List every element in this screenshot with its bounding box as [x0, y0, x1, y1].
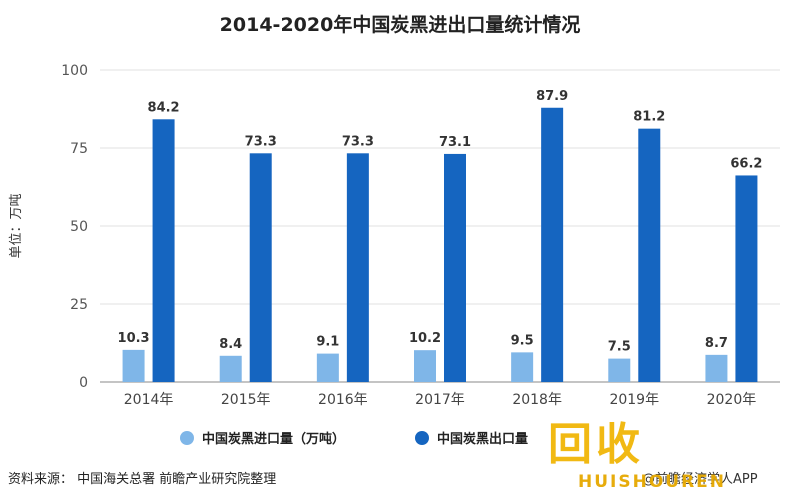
data-label: 8.4	[219, 337, 242, 352]
watermark-text: HUISHOUREN	[578, 472, 727, 492]
legend-item-export[interactable]: 中国炭黑出口量	[415, 428, 528, 447]
bar-import	[122, 349, 145, 382]
data-label: 87.9	[536, 89, 568, 104]
bar-export	[638, 128, 661, 382]
bar-import	[316, 353, 339, 382]
data-label: 73.1	[439, 135, 471, 150]
y-tick-label: 75	[70, 141, 88, 157]
bar-export	[541, 107, 564, 382]
y-tick-label: 50	[70, 219, 88, 235]
data-source-note: 资料来源： 中国海关总署 前瞻产业研究院整理	[8, 472, 277, 487]
data-label: 10.2	[409, 331, 441, 346]
x-tick-label: 2019年	[609, 392, 659, 408]
y-tick-label: 100	[61, 63, 88, 79]
y-axis-label: 单位：万吨	[9, 193, 24, 258]
bar-chart: 0 25 50 75 100 单位：万吨 10.3 84.2 2014年 8.4 73.3 2015年…	[9, 63, 780, 408]
x-tick-label: 2020年	[707, 392, 757, 408]
y-tick-label: 0	[79, 375, 88, 391]
bar-import	[511, 352, 534, 382]
x-tick-label: 2014年	[124, 392, 174, 408]
data-label: 66.2	[730, 156, 762, 171]
x-tick-label: 2017年	[415, 392, 465, 408]
legend-item-import[interactable]: 中国炭黑进口量（万吨）	[180, 428, 345, 447]
data-label: 9.5	[511, 333, 534, 348]
data-label: 7.5	[608, 340, 631, 355]
x-tick-label: 2015年	[221, 392, 271, 408]
credit-text: @前瞻经济学人APP	[642, 472, 758, 487]
bar-export	[249, 153, 272, 382]
chart-legend: 中国炭黑进口量（万吨） 中国炭黑出口量	[180, 428, 528, 447]
bar-import	[219, 355, 242, 382]
data-label: 73.3	[245, 134, 277, 149]
x-tick-label: 2018年	[512, 392, 562, 408]
bar-export	[444, 153, 466, 382]
bar-import	[414, 350, 436, 382]
data-label: 8.7	[705, 336, 728, 351]
data-label: 73.3	[342, 134, 374, 149]
legend-label-import: 中国炭黑进口量（万吨）	[202, 432, 346, 447]
bar-export	[346, 153, 369, 382]
bar-import	[608, 358, 631, 382]
legend-swatch-import	[180, 430, 194, 445]
data-label: 81.2	[633, 110, 665, 125]
y-tick-label: 25	[70, 297, 88, 313]
legend-swatch-export	[415, 430, 430, 445]
x-tick-label: 2016年	[318, 392, 368, 408]
bar-export	[152, 119, 175, 383]
watermark-logo: 回收	[548, 419, 644, 470]
data-label: 9.1	[316, 335, 339, 350]
legend-label-export: 中国炭黑出口量	[437, 432, 529, 447]
data-label: 10.3	[118, 331, 150, 346]
bar-export	[735, 175, 758, 382]
data-label: 84.2	[148, 100, 180, 115]
chart-title: 2014-2020年中国炭黑进出口量统计情况	[219, 14, 581, 36]
bar-import	[705, 354, 728, 382]
